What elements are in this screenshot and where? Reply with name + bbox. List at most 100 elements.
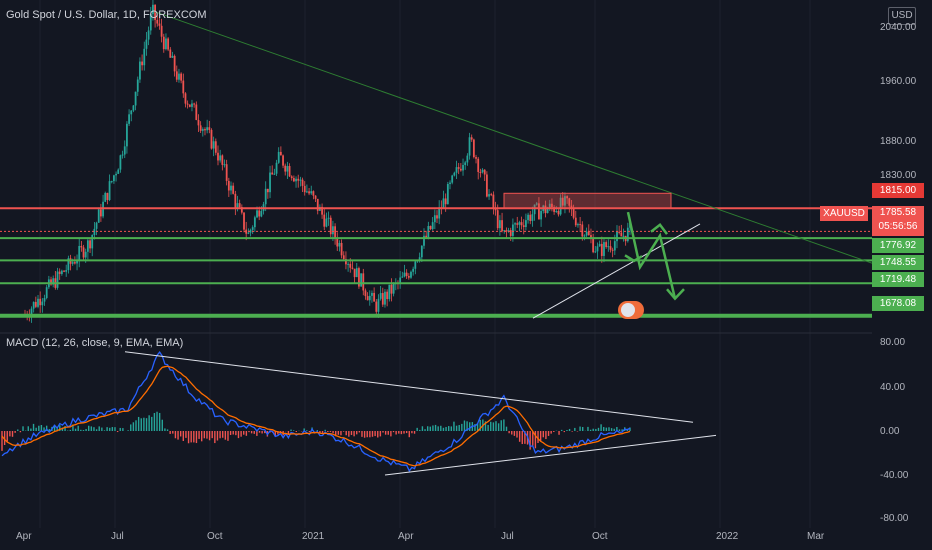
signal-line (1, 365, 631, 467)
macd-tick-label: 0.00 (880, 426, 900, 437)
candle-body (191, 103, 193, 107)
price-candles (24, 0, 631, 323)
candle-body (349, 263, 352, 268)
candle-body (260, 211, 263, 217)
candle-body (414, 261, 417, 269)
candle-body (384, 291, 386, 305)
countdown: 05:56:56 (878, 221, 918, 232)
candle-body (420, 245, 423, 258)
candle-body (481, 169, 484, 173)
candle-body (551, 203, 553, 208)
candle-body (223, 164, 226, 166)
candle-body (410, 271, 412, 278)
candle-body (587, 231, 590, 236)
candle-body (128, 114, 130, 124)
horizontal-levels (0, 207, 872, 318)
candle-body (37, 298, 39, 307)
candle-body (45, 287, 48, 298)
candle-body (269, 172, 271, 193)
candle-body (451, 175, 454, 183)
candle-body (611, 249, 614, 251)
candle-body (371, 292, 373, 296)
candle-body (529, 214, 532, 221)
candle-body (377, 298, 380, 312)
candle-body (308, 191, 310, 194)
candle-body (279, 151, 282, 156)
currency-badge[interactable]: USD (888, 7, 916, 25)
candle-body (299, 179, 302, 181)
candle-body (509, 230, 512, 236)
candle-body (525, 220, 527, 228)
candle-body (65, 270, 68, 272)
candle-body (375, 301, 378, 312)
candle-body (579, 224, 582, 226)
candle-body (485, 174, 488, 197)
arrow-head (650, 222, 669, 235)
candle-body (464, 162, 467, 165)
candle-body (457, 167, 460, 169)
macd-tick-label: 80.00 (880, 337, 906, 348)
macd-pane (0, 332, 872, 476)
candle-body (121, 154, 124, 156)
candle-body (364, 290, 367, 297)
candle-body (401, 276, 404, 278)
candle-body (219, 155, 222, 161)
candle-body (518, 222, 521, 225)
event-flag-icon[interactable] (618, 301, 644, 319)
candle-body (522, 225, 525, 228)
candle-body (488, 194, 490, 197)
y-tick-label: 1880.00 (880, 136, 917, 147)
candle-body (108, 181, 111, 200)
candle-body (80, 245, 83, 248)
macd-resistance-line (124, 351, 694, 423)
candle-body (559, 197, 562, 215)
candle-body (449, 182, 451, 185)
candle-body (123, 146, 126, 155)
candle-body (171, 55, 174, 58)
candle-body (347, 263, 350, 265)
candle-body (470, 137, 473, 140)
candle-body (119, 155, 122, 170)
ascending-trendline (532, 223, 701, 319)
candle-body (117, 169, 120, 174)
candle-body (149, 14, 152, 31)
candle-body (501, 220, 503, 231)
candle-body (358, 268, 360, 287)
candle-body (256, 210, 258, 218)
candle-body (442, 198, 445, 209)
candle-body (143, 48, 146, 66)
candle-body (620, 232, 623, 237)
candle-body (438, 207, 441, 219)
candle-body (110, 181, 113, 183)
candle-body (418, 257, 421, 261)
macd-title: MACD (12, 26, close, 9, EMA, EMA) (6, 337, 184, 349)
candle-body (590, 235, 592, 239)
candle-body (271, 172, 274, 175)
candle-body (316, 198, 319, 211)
y-tick-label: 1830.00 (880, 170, 917, 181)
candle-body (295, 178, 297, 182)
candle-body (405, 272, 408, 276)
candle-body (538, 203, 540, 220)
level-label-1748: 1748.55 (872, 255, 924, 270)
candle-body (355, 268, 358, 278)
candle-body (227, 180, 230, 191)
descending-trendline (154, 11, 873, 264)
candle-body (197, 119, 200, 126)
candle-body (204, 129, 206, 131)
candle-body (540, 211, 542, 220)
macd-support-line (384, 434, 717, 476)
candle-body (616, 231, 618, 242)
candle-body (568, 198, 571, 206)
candle-body (605, 242, 608, 248)
candle-body (82, 247, 85, 258)
candle-body (444, 198, 447, 205)
candle-body (240, 207, 243, 213)
macd-tick-label: -80.00 (880, 513, 909, 524)
x-tick-label: Jul (501, 531, 514, 542)
candle-body (310, 191, 313, 194)
candle-body (594, 251, 597, 253)
candle-body (596, 246, 599, 252)
candle-body (217, 152, 219, 161)
candle-body (89, 240, 91, 249)
